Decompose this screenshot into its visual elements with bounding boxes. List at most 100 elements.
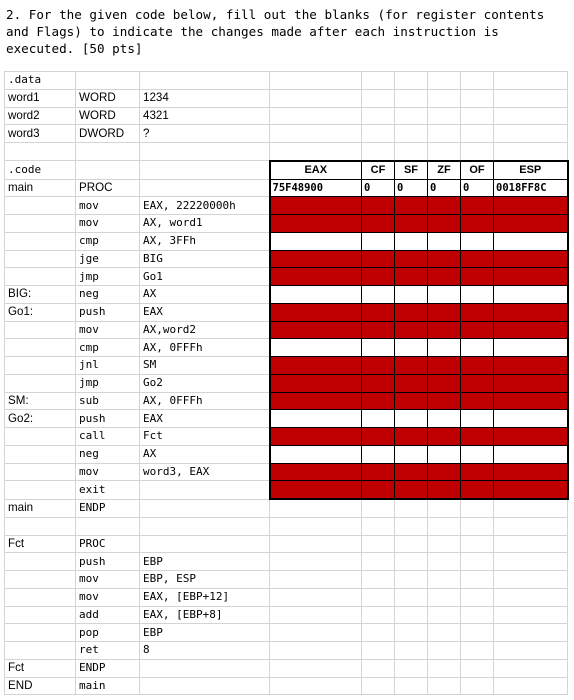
mnemonic-cell: cmp <box>75 231 140 251</box>
answer-cell-red <box>460 249 494 269</box>
label-cell: .data <box>4 71 76 90</box>
mnemonic-cell: exit <box>75 480 140 500</box>
empty-cell <box>460 623 494 642</box>
empty-cell <box>361 587 395 607</box>
label-cell: Fct <box>4 658 76 678</box>
empty-cell <box>427 498 461 518</box>
answer-cell-red <box>460 373 494 393</box>
answer-cell-red <box>361 373 395 393</box>
answer-cell-red <box>268 373 362 393</box>
column-header: CF <box>361 159 395 180</box>
answer-cell-red <box>493 320 569 340</box>
label-cell: word1 <box>4 88 76 108</box>
answer-cell-red <box>361 214 395 233</box>
table-row: pop EBP <box>4 623 568 642</box>
mnemonic-cell: mov <box>75 320 140 340</box>
answer-cell-red <box>427 391 461 411</box>
table-row: Go2: push EAX <box>4 409 569 428</box>
answer-cell-red <box>493 373 569 393</box>
table-row: Go1: push EAX <box>4 302 569 322</box>
empty-cell <box>361 552 395 571</box>
empty-cell <box>394 587 428 607</box>
answer-cell-red <box>493 462 569 482</box>
empty-cell <box>493 141 568 162</box>
mnemonic-cell: sub <box>75 391 140 411</box>
empty-cell <box>427 641 461 660</box>
empty-cell <box>269 124 362 143</box>
empty-cell <box>394 605 428 625</box>
empty-cell <box>361 623 395 642</box>
label-cell <box>4 231 76 251</box>
answer-cell-blank <box>493 285 569 304</box>
empty-cell <box>460 587 494 607</box>
label-cell <box>4 587 76 607</box>
column-header: SF <box>394 159 428 180</box>
mnemonic-cell: add <box>75 605 140 625</box>
answer-cell-blank <box>361 285 395 304</box>
answer-cell-red <box>460 214 494 233</box>
table-row: .data <box>4 71 568 90</box>
answer-cell-red <box>361 462 395 482</box>
answer-cell-red <box>268 267 362 286</box>
answer-cell-red <box>268 356 362 375</box>
empty-cell <box>394 570 428 589</box>
operand-cell: Fct <box>139 427 270 446</box>
empty-cell <box>361 124 395 143</box>
mnemonic-cell <box>75 71 140 90</box>
empty-cell <box>394 552 428 571</box>
empty-cell <box>460 124 494 143</box>
empty-cell <box>269 570 362 589</box>
label-cell: SM: <box>4 391 76 411</box>
question-text: 2. For the given code below, fill out th… <box>6 7 552 56</box>
operand-cell: 8 <box>139 641 270 660</box>
empty-cell <box>493 623 568 642</box>
table-row: cmp AX, 3FFh <box>4 231 569 251</box>
operand-cell: EAX, 22220000h <box>139 196 270 215</box>
operand-cell: EBP <box>139 623 270 642</box>
empty-cell <box>427 605 461 625</box>
empty-cell <box>394 623 428 642</box>
mnemonic-cell: jnl <box>75 356 140 375</box>
table-row: mov EAX, [EBP+12] <box>4 587 568 607</box>
label-cell: END <box>4 676 76 696</box>
empty-cell <box>269 534 362 554</box>
answer-cell-red <box>268 320 362 340</box>
label-cell <box>4 373 76 393</box>
operand-cell: word3, EAX <box>139 462 270 482</box>
answer-cell-blank <box>460 409 494 428</box>
answer-cell-red <box>493 214 569 233</box>
answer-cell-blank <box>394 285 428 304</box>
table-row: jnl SM <box>4 356 569 375</box>
answer-cell-blank <box>361 338 395 357</box>
answer-cell-red <box>460 356 494 375</box>
table-row: mov AX,word2 <box>4 320 569 340</box>
answer-cell-red <box>427 427 461 446</box>
answer-cell-red <box>427 249 461 269</box>
empty-cell <box>361 641 395 660</box>
answer-cell-blank <box>394 231 428 251</box>
mnemonic-cell: push <box>75 409 140 428</box>
label-cell <box>4 356 76 375</box>
answer-cell-red <box>268 480 362 501</box>
answer-cell-blank <box>361 444 395 464</box>
table-row: word1 WORD 1234 <box>4 88 568 108</box>
answer-cell-red <box>394 320 428 340</box>
answer-cell-blank <box>493 409 569 428</box>
answer-cell-red <box>394 480 428 501</box>
code-register-table: .data word1 WORD 1234 word2 WORD 4321 word3 DWOR… <box>4 71 569 696</box>
empty-cell <box>493 106 568 126</box>
operand-cell <box>139 160 270 180</box>
label-cell: word2 <box>4 106 76 126</box>
mnemonic-cell: jmp <box>75 267 140 286</box>
empty-cell <box>394 498 428 518</box>
table-row: add EAX, [EBP+8] <box>4 605 568 625</box>
initial-value-cell: 0 <box>361 178 395 198</box>
answer-cell-blank <box>268 338 362 357</box>
empty-cell <box>460 88 494 108</box>
operand-cell: 4321 <box>139 106 270 126</box>
answer-cell-red <box>394 196 428 215</box>
empty-cell <box>394 106 428 126</box>
answer-cell-red <box>361 427 395 446</box>
empty-cell <box>361 676 395 696</box>
empty-cell <box>493 498 568 518</box>
